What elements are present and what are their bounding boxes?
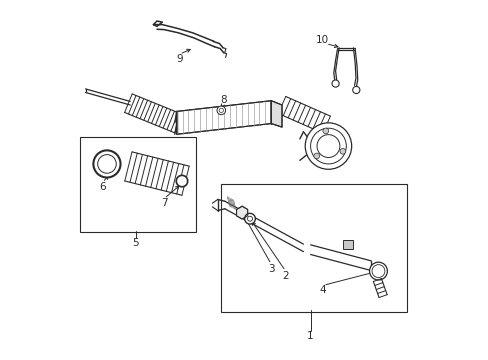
Text: 2: 2 xyxy=(282,271,288,281)
Circle shape xyxy=(313,153,319,159)
Circle shape xyxy=(98,155,116,173)
Circle shape xyxy=(217,106,225,114)
Circle shape xyxy=(371,265,384,278)
Circle shape xyxy=(176,175,187,187)
Polygon shape xyxy=(124,94,182,133)
Circle shape xyxy=(244,213,255,224)
Circle shape xyxy=(331,80,339,87)
Circle shape xyxy=(219,108,223,112)
Text: 10: 10 xyxy=(315,35,328,45)
Text: 6: 6 xyxy=(99,182,106,192)
Polygon shape xyxy=(343,240,352,249)
Circle shape xyxy=(310,128,346,164)
Circle shape xyxy=(352,86,359,94)
Circle shape xyxy=(339,148,345,154)
Text: 9: 9 xyxy=(176,54,183,64)
Polygon shape xyxy=(271,101,282,127)
Text: 5: 5 xyxy=(132,238,139,248)
Circle shape xyxy=(316,135,339,157)
Circle shape xyxy=(369,262,386,280)
Bar xyxy=(221,184,406,312)
Polygon shape xyxy=(176,101,271,134)
Circle shape xyxy=(93,150,121,177)
Circle shape xyxy=(247,216,252,221)
Polygon shape xyxy=(236,206,247,219)
Text: 4: 4 xyxy=(319,285,325,295)
Polygon shape xyxy=(278,96,330,133)
Text: 3: 3 xyxy=(267,264,274,274)
Text: 1: 1 xyxy=(306,331,313,341)
Polygon shape xyxy=(372,279,386,297)
Text: 8: 8 xyxy=(219,95,226,105)
Bar xyxy=(80,137,196,232)
Polygon shape xyxy=(124,152,189,195)
Text: 7: 7 xyxy=(161,198,167,208)
Circle shape xyxy=(305,123,351,169)
Circle shape xyxy=(322,128,328,134)
